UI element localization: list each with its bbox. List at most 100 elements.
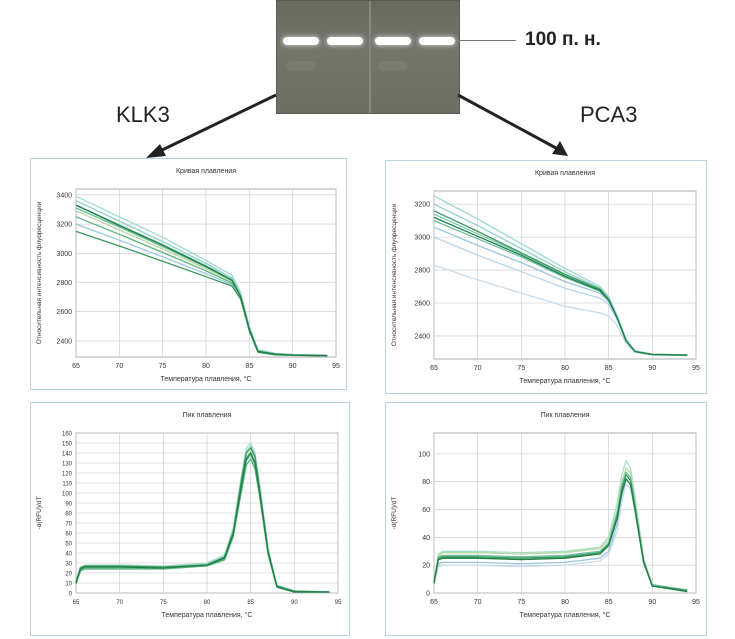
pca3-melt-curve-y-axis-label: Относительная интенсивность флуоресценци… bbox=[391, 203, 398, 346]
klk3-melt-curve-x-tick-label: 75 bbox=[159, 363, 167, 370]
klk3-melt-peak-y-tick-label: 140 bbox=[62, 452, 73, 458]
gel-band bbox=[283, 37, 319, 45]
pca3-melt-curve-x-axis-label: Температура плавления, °C bbox=[520, 377, 611, 385]
pca3-melt-curve-title: Кривая плавления bbox=[535, 170, 595, 177]
arrow-to-klk3 bbox=[146, 93, 277, 158]
pca3-melt-peak-x-tick-label: 85 bbox=[605, 599, 613, 606]
klk3-melt-peak-x-tick-label: 65 bbox=[73, 600, 80, 606]
klk3-melt-curve-x-tick-label: 70 bbox=[115, 363, 123, 370]
marker-pointer-line bbox=[458, 40, 516, 41]
klk3-melt-peak-panel: Пик плавления 65 70 75 80 85 90 95 0 10 20 30 40 50 60… bbox=[30, 402, 350, 636]
klk3-melt-curve-x-tick-label: 65 bbox=[72, 363, 80, 370]
pca3-melt-curve-x-tick-label: 70 bbox=[474, 365, 482, 372]
gel-image bbox=[276, 0, 460, 114]
pca3-melt-peak-y-tick-label: 20 bbox=[422, 563, 430, 570]
pca3-melt-peak-x-tick-label: 75 bbox=[517, 599, 525, 606]
klk3-melt-peak-x-tick-label: 90 bbox=[291, 600, 298, 606]
klk3-melt-curve-x-tick-label: 80 bbox=[202, 363, 210, 370]
klk3-melt-peak-y-tick-label: 90 bbox=[65, 502, 72, 508]
klk3-melt-peak-y-axis-label: -d(RFU)/dT bbox=[36, 497, 43, 530]
klk3-melt-curve-x-tick-label: 95 bbox=[332, 363, 340, 370]
pca3-melt-curve-x-tick-label: 65 bbox=[430, 365, 438, 372]
pca3-melt-curve-y-tick-label: 2800 bbox=[414, 268, 430, 275]
klk3-melt-curve-x-tick-label: 85 bbox=[245, 363, 253, 370]
klk3-melt-curve-y-tick-label: 2600 bbox=[56, 309, 72, 316]
pca3-melt-curve-chart: Кривая плавления 65 70 75 80 85 90 95 2400 2600 28… bbox=[391, 170, 700, 385]
pca3-melt-curve-x-tick-label: 75 bbox=[517, 365, 525, 372]
pca3-melt-peak-y-axis-label: -d(RFU)/dT bbox=[391, 497, 398, 530]
pca3-melt-peak-y-tick-label: 60 bbox=[422, 507, 430, 514]
pca3-melt-curve-y-tick-label: 3000 bbox=[414, 235, 430, 242]
gel-smear bbox=[378, 61, 408, 71]
pca3-melt-curve-y-tick-label: 3200 bbox=[414, 202, 430, 209]
pca3-melt-peak-x-tick-label: 65 bbox=[430, 599, 438, 606]
klk3-melt-curve-series-line bbox=[75, 204, 328, 357]
pca3-melt-peak-series-line bbox=[433, 478, 688, 593]
gel-smear bbox=[286, 61, 316, 71]
klk3-melt-peak-y-tick-label: 130 bbox=[62, 462, 73, 468]
pca3-melt-peak-x-tick-label: 90 bbox=[648, 599, 656, 606]
pca3-melt-curve-series-line bbox=[433, 264, 688, 357]
pca3-melt-peak-chart: Пик плавления 65 70 75 80 85 90 95 0 20 40 60 80 100 Т… bbox=[391, 412, 700, 619]
gene-label-klk3: KLK3 bbox=[116, 102, 170, 127]
pca3-melt-curve-y-tick-label: 2600 bbox=[414, 301, 430, 308]
klk3-melt-peak-x-tick-label: 70 bbox=[116, 600, 123, 606]
pca3-melt-curve-x-tick-label: 80 bbox=[561, 365, 569, 372]
arrow-to-pca3 bbox=[457, 93, 568, 156]
klk3-melt-peak-x-tick-label: 85 bbox=[247, 600, 254, 606]
klk3-melt-peak-y-tick-label: 80 bbox=[65, 512, 72, 518]
klk3-melt-peak-title: Пик плавления bbox=[183, 412, 232, 419]
pca3-melt-peak-x-tick-label: 95 bbox=[692, 599, 700, 606]
klk3-melt-curve-title: Кривая плавления bbox=[176, 168, 236, 175]
klk3-melt-peak-y-tick-label: 110 bbox=[62, 482, 72, 488]
klk3-melt-peak-chart: Пик плавления 65 70 75 80 85 90 95 0 10 20 30 40 50 60… bbox=[36, 412, 342, 619]
klk3-melt-peak-y-tick-label: 150 bbox=[62, 442, 73, 448]
pca3-melt-curve-panel: Кривая плавления 65 70 75 80 85 90 95 2400 2600 28… bbox=[385, 160, 707, 394]
klk3-melt-peak-series-line bbox=[75, 452, 330, 593]
klk3-melt-peak-x-axis-label: Температура плавления, °C bbox=[162, 611, 253, 619]
pca3-melt-peak-y-tick-label: 100 bbox=[418, 451, 430, 458]
klk3-melt-peak-y-tick-label: 50 bbox=[65, 542, 72, 548]
klk3-melt-peak-y-tick-label: 40 bbox=[65, 552, 72, 558]
klk3-melt-peak-x-tick-label: 80 bbox=[204, 600, 211, 606]
pca3-melt-curve-series-line bbox=[433, 216, 688, 356]
klk3-melt-peak-x-tick-label: 95 bbox=[335, 600, 342, 606]
klk3-melt-curve-x-axis-label: Температура плавления, °C bbox=[161, 375, 252, 383]
gel-lane-divider bbox=[369, 1, 371, 113]
pca3-melt-peak-x-tick-label: 80 bbox=[561, 599, 569, 606]
klk3-melt-curve-y-axis-label: Относительная интенсивность флуоресценци… bbox=[36, 201, 43, 344]
klk3-melt-peak-y-tick-label: 20 bbox=[65, 572, 72, 578]
klk3-melt-curve-panel: Кривая плавления 65 70 75 80 85 90 95 2400 2600 28… bbox=[30, 158, 347, 390]
klk3-melt-curve-x-tick-label: 90 bbox=[289, 363, 297, 370]
pca3-melt-peak-panel: Пик плавления 65 70 75 80 85 90 95 0 20 40 60 80 100 Т… bbox=[385, 402, 707, 636]
klk3-melt-curve-y-tick-label: 3400 bbox=[56, 192, 72, 199]
pca3-melt-peak-x-axis-label: Температура плавления, °C bbox=[520, 611, 611, 619]
klk3-melt-curve-y-tick-label: 3000 bbox=[56, 251, 72, 258]
klk3-melt-curve-y-tick-label: 2400 bbox=[56, 338, 72, 345]
klk3-melt-peak-y-tick-label: 60 bbox=[65, 532, 72, 538]
arrows-overlay bbox=[146, 93, 568, 158]
klk3-melt-curve-chart: Кривая плавления 65 70 75 80 85 90 95 2400 2600 28… bbox=[36, 168, 340, 383]
klk3-melt-curve-y-tick-label: 3200 bbox=[56, 222, 72, 229]
klk3-melt-peak-y-tick-label: 0 bbox=[69, 592, 73, 598]
pca3-melt-curve-x-tick-label: 95 bbox=[692, 365, 700, 372]
pca3-melt-peak-y-tick-label: 0 bbox=[426, 591, 430, 598]
pca3-melt-peak-y-tick-label: 80 bbox=[422, 479, 430, 486]
klk3-melt-peak-y-tick-label: 10 bbox=[65, 582, 72, 588]
pca3-melt-peak-x-tick-label: 70 bbox=[474, 599, 482, 606]
klk3-melt-peak-y-tick-label: 160 bbox=[62, 432, 73, 438]
pca3-melt-curve-y-tick-label: 2400 bbox=[414, 333, 430, 340]
gel-band bbox=[327, 37, 363, 45]
klk3-melt-peak-x-tick-label: 75 bbox=[160, 600, 167, 606]
pca3-melt-curve-x-tick-label: 90 bbox=[648, 365, 656, 372]
pca3-melt-curve-x-tick-label: 85 bbox=[605, 365, 613, 372]
gel-band bbox=[419, 37, 455, 45]
pca3-melt-peak-title: Пик плавления bbox=[541, 412, 590, 419]
gene-label-pca3: PCA3 bbox=[580, 102, 638, 127]
marker-label: 100 п. н. bbox=[525, 29, 601, 50]
klk3-melt-peak-y-tick-label: 120 bbox=[62, 472, 73, 478]
klk3-melt-peak-y-tick-label: 70 bbox=[65, 522, 72, 528]
gel-band bbox=[375, 37, 411, 45]
klk3-melt-curve-y-tick-label: 2800 bbox=[56, 280, 72, 287]
pca3-melt-peak-y-tick-label: 40 bbox=[422, 535, 430, 542]
